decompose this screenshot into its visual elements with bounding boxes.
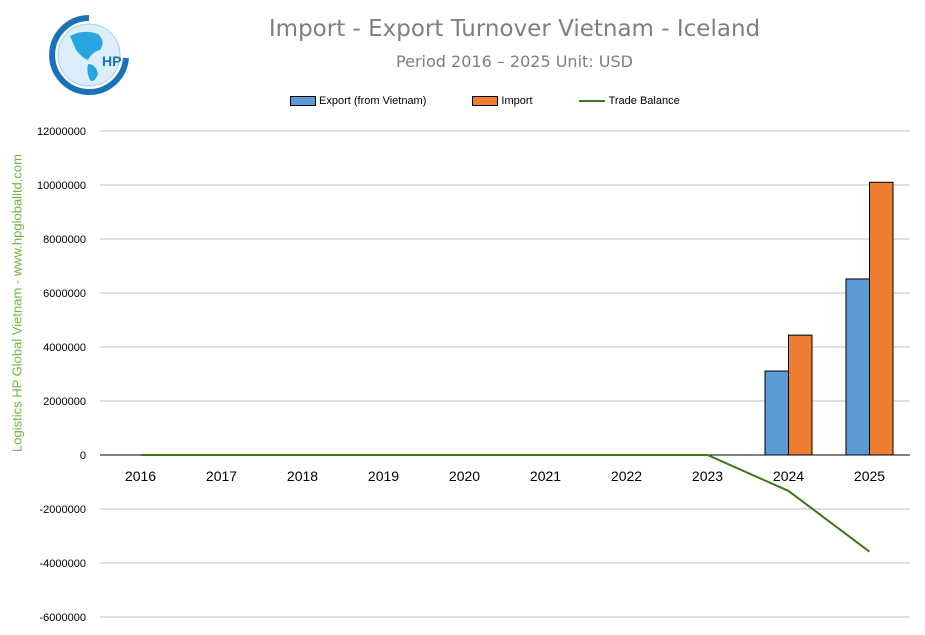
x-tick-label: 2020 — [449, 468, 480, 484]
y-tick-label: -2000000 — [40, 504, 87, 516]
y-tick-label: 2000000 — [43, 396, 86, 408]
bar-export — [845, 278, 870, 456]
legend-export: Export (from Vietnam) — [290, 95, 426, 107]
y-tick-label: 10000000 — [37, 180, 86, 192]
y-tick-label: 0 — [80, 450, 86, 462]
y-tick-label: -4000000 — [40, 558, 87, 570]
bar-import — [869, 181, 894, 456]
x-tick-label: 2021 — [530, 468, 561, 484]
x-tick-label: 2018 — [287, 468, 318, 484]
legend: Export (from Vietnam) Import Trade Balan… — [290, 95, 726, 107]
chart-title: Import - Export Turnover Vietnam - Icela… — [268, 16, 761, 42]
x-tick-label: 2016 — [125, 468, 156, 484]
x-tick-label: 2025 — [854, 468, 885, 484]
legend-import: Import — [472, 95, 533, 107]
x-tick-label: 2019 — [368, 468, 399, 484]
logo: HP — [49, 15, 129, 95]
legend-label: Export (from Vietnam) — [319, 95, 427, 107]
bar-import — [788, 334, 813, 456]
legend-label: Import — [501, 95, 533, 107]
x-tick-label: 2017 — [206, 468, 237, 484]
legend-swatch-import — [472, 96, 499, 106]
y-tick-label: 8000000 — [43, 234, 86, 246]
logo-text: HP — [102, 53, 121, 69]
trade-balance-line — [140, 454, 871, 553]
bar-export — [764, 370, 789, 456]
legend-swatch-export — [290, 96, 316, 106]
chart-subtitle: Period 2016 – 2025 Unit: USD — [396, 52, 633, 71]
legend-balance: Trade Balance — [578, 95, 680, 107]
y-tick-label: 4000000 — [43, 342, 86, 354]
x-tick-label: 2022 — [611, 468, 642, 484]
y-tick-label: 6000000 — [43, 288, 86, 300]
legend-swatch-balance — [578, 100, 605, 102]
x-tick-label: 2023 — [692, 468, 723, 484]
y-tick-label: 12000000 — [37, 126, 86, 138]
legend-label: Trade Balance — [608, 95, 680, 107]
x-tick-label: 2024 — [773, 468, 804, 484]
y-tick-label: -6000000 — [40, 612, 87, 624]
